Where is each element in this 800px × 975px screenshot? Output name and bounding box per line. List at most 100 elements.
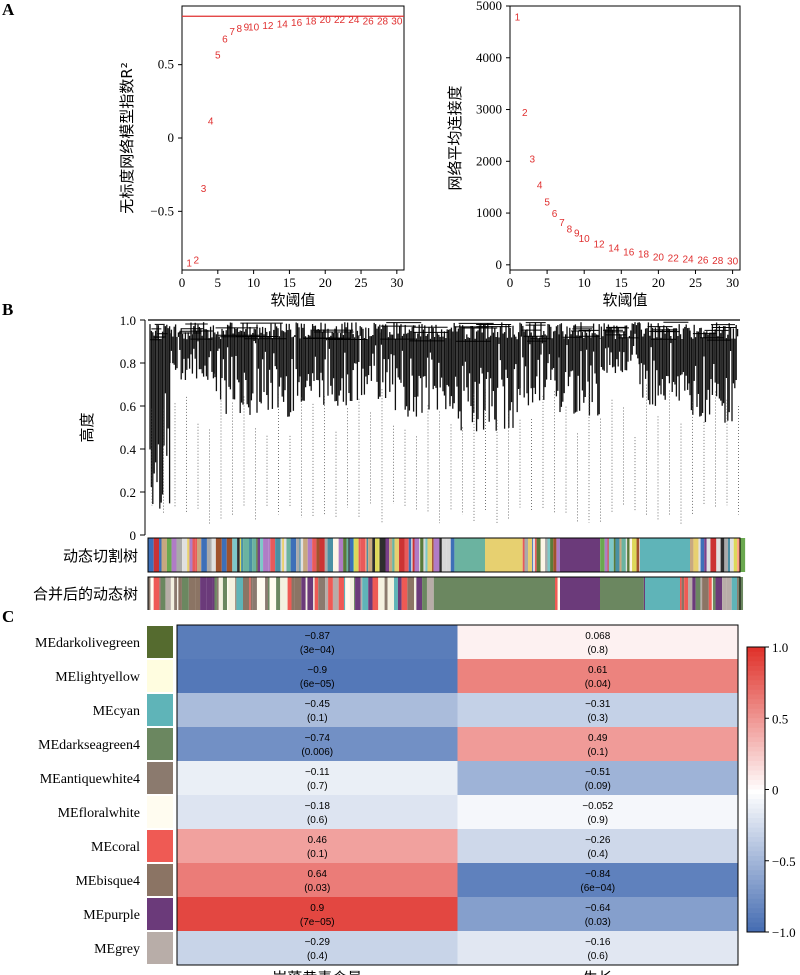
heatmap-cell [177, 897, 458, 931]
colorbar-segment [747, 666, 765, 672]
point-label: 9 [574, 229, 580, 240]
colorbar-segment [747, 832, 765, 838]
module-color-strip [604, 538, 608, 572]
point-label: 3 [529, 155, 535, 166]
merged-color-strip [318, 577, 326, 610]
panel-label-a: A [2, 0, 15, 19]
cell-pvalue: (0.7) [307, 781, 328, 792]
cell-pvalue: (0.4) [307, 951, 328, 962]
module-color-strip [324, 538, 328, 572]
colorbar-segment [747, 917, 765, 923]
module-color-swatch [147, 796, 173, 828]
y-tick-label: 0 [168, 130, 175, 145]
merged-color-strip [256, 577, 264, 610]
module-color-strip [286, 538, 291, 572]
merged-color-strip [695, 577, 701, 610]
point-label: 1 [515, 12, 521, 23]
y-tick-label: 1000 [476, 205, 502, 220]
colorbar-segment [747, 742, 765, 748]
colorbar-segment [747, 818, 765, 824]
point-label: 26 [697, 256, 709, 267]
module-color-strip [354, 538, 359, 572]
heatmap-cell [457, 761, 738, 795]
module-color-strip [432, 538, 434, 572]
colorbar-segment [747, 870, 765, 876]
merged-color-strip [206, 577, 213, 610]
point-label: 30 [727, 257, 739, 268]
cell-pvalue: (0.6) [307, 815, 328, 826]
dendrogram-tree [148, 319, 740, 525]
module-color-strip [196, 538, 202, 572]
merged-color-strip [287, 577, 292, 610]
module-color-strip [698, 538, 701, 572]
module-color-strip [379, 538, 386, 572]
merged-color-strip [307, 577, 314, 610]
module-color-strip [296, 538, 300, 572]
colorbar-segment [747, 647, 765, 653]
module-color-strip [159, 538, 162, 572]
point-label: 3 [201, 184, 207, 195]
cell-correlation: −0.51 [585, 767, 611, 778]
merged-color-strip [553, 577, 558, 610]
module-color-strip [210, 538, 212, 572]
merged-color-strip [285, 577, 288, 610]
colorbar-segment [747, 846, 765, 852]
point-label: 16 [291, 18, 303, 29]
merged-color-strip [200, 577, 207, 610]
module-color-strip [243, 538, 250, 572]
module-color-strip [450, 538, 455, 572]
merged-color-strip [227, 577, 229, 610]
merged-color-strip [702, 577, 709, 610]
module-row-label: MEpurple [83, 908, 140, 923]
module-color-strip [346, 538, 349, 572]
merged-color-strip [378, 577, 385, 610]
y-tick-label: 1.0 [120, 313, 136, 328]
merged-color-strip [722, 577, 727, 610]
merged-color-strip [338, 577, 344, 610]
module-row-label: MEcyan [93, 704, 140, 719]
cell-correlation: −0.74 [305, 733, 331, 744]
cell-correlation: −0.052 [582, 801, 613, 812]
point-label: 5 [215, 50, 221, 61]
cell-pvalue: (7e−05) [300, 917, 335, 928]
module-color-block [640, 538, 690, 572]
merged-color-strip [726, 577, 732, 610]
x-tick-label: 5 [544, 275, 551, 290]
merged-color-strip [250, 577, 253, 610]
module-color-strip [378, 538, 380, 572]
merged-color-strip [218, 577, 223, 610]
cell-pvalue: (6e−05) [300, 679, 335, 690]
colorbar-segment [747, 856, 765, 862]
cell-correlation: −0.18 [305, 801, 331, 812]
x-tick-label: 0 [507, 275, 514, 290]
heatmap-cell [177, 693, 458, 727]
module-color-strip [399, 538, 405, 572]
merged-color-strip [332, 577, 339, 610]
module-color-strip [420, 538, 424, 572]
merged-color-strip [153, 577, 160, 610]
module-color-swatch [147, 898, 173, 930]
module-color-strip [343, 538, 347, 572]
module-color-strip [366, 538, 369, 572]
colorbar-segment [747, 827, 765, 833]
colorbar-segment [747, 908, 765, 914]
module-color-strip [368, 538, 373, 572]
module-color-strip [724, 538, 728, 572]
cell-pvalue: (0.09) [585, 781, 611, 792]
module-color-strip [550, 538, 554, 572]
merged-color-strip [731, 577, 738, 610]
cell-pvalue: (0.1) [587, 747, 608, 758]
module-color-strip [700, 538, 705, 572]
cell-correlation: −0.26 [585, 835, 611, 846]
module-color-strip [182, 538, 188, 572]
colorbar-tick-label: 1.0 [772, 640, 788, 655]
module-color-swatch [147, 728, 173, 760]
module-color-strip [727, 538, 731, 572]
module-color-strip [187, 538, 190, 572]
module-color-strip [211, 538, 216, 572]
module-color-strip [632, 538, 637, 572]
heatmap-cell [177, 727, 458, 761]
colorbar-segment [747, 875, 765, 881]
colorbar-segment [747, 685, 765, 691]
point-label: 10 [248, 23, 260, 34]
